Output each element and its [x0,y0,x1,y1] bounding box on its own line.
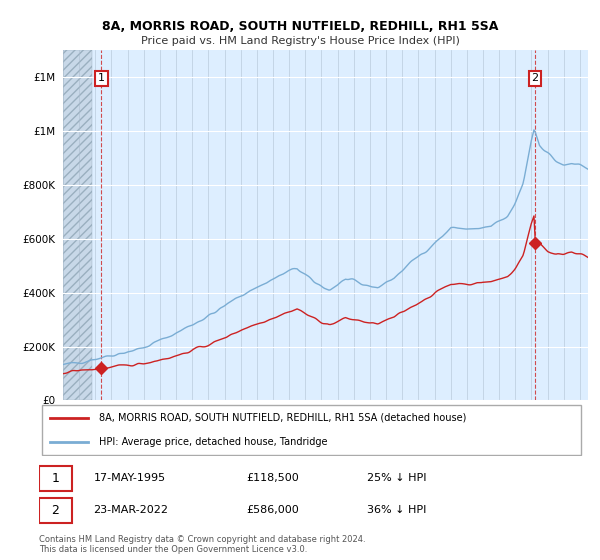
Text: 36% ↓ HPI: 36% ↓ HPI [367,505,426,515]
Text: 8A, MORRIS ROAD, SOUTH NUTFIELD, REDHILL, RH1 5SA: 8A, MORRIS ROAD, SOUTH NUTFIELD, REDHILL… [102,20,498,32]
Text: £118,500: £118,500 [247,473,299,483]
Text: £586,000: £586,000 [247,505,299,515]
Text: 2: 2 [532,73,539,83]
Text: 2: 2 [52,504,59,517]
Bar [63,50,92,400]
Text: HPI: Average price, detached house, Tandridge: HPI: Average price, detached house, Tand… [99,437,328,447]
FancyBboxPatch shape [39,498,72,523]
Text: 17-MAY-1995: 17-MAY-1995 [94,473,166,483]
Text: Contains HM Land Registry data © Crown copyright and database right 2024.
This d: Contains HM Land Registry data © Crown c… [39,535,365,554]
Text: 23-MAR-2022: 23-MAR-2022 [94,505,169,515]
Text: 25% ↓ HPI: 25% ↓ HPI [367,473,426,483]
FancyBboxPatch shape [39,465,72,491]
Text: 1: 1 [52,472,59,484]
FancyBboxPatch shape [42,405,581,455]
Text: 1: 1 [98,73,105,83]
Text: 8A, MORRIS ROAD, SOUTH NUTFIELD, REDHILL, RH1 5SA (detached house): 8A, MORRIS ROAD, SOUTH NUTFIELD, REDHILL… [99,413,466,423]
Text: Price paid vs. HM Land Registry's House Price Index (HPI): Price paid vs. HM Land Registry's House … [140,36,460,46]
